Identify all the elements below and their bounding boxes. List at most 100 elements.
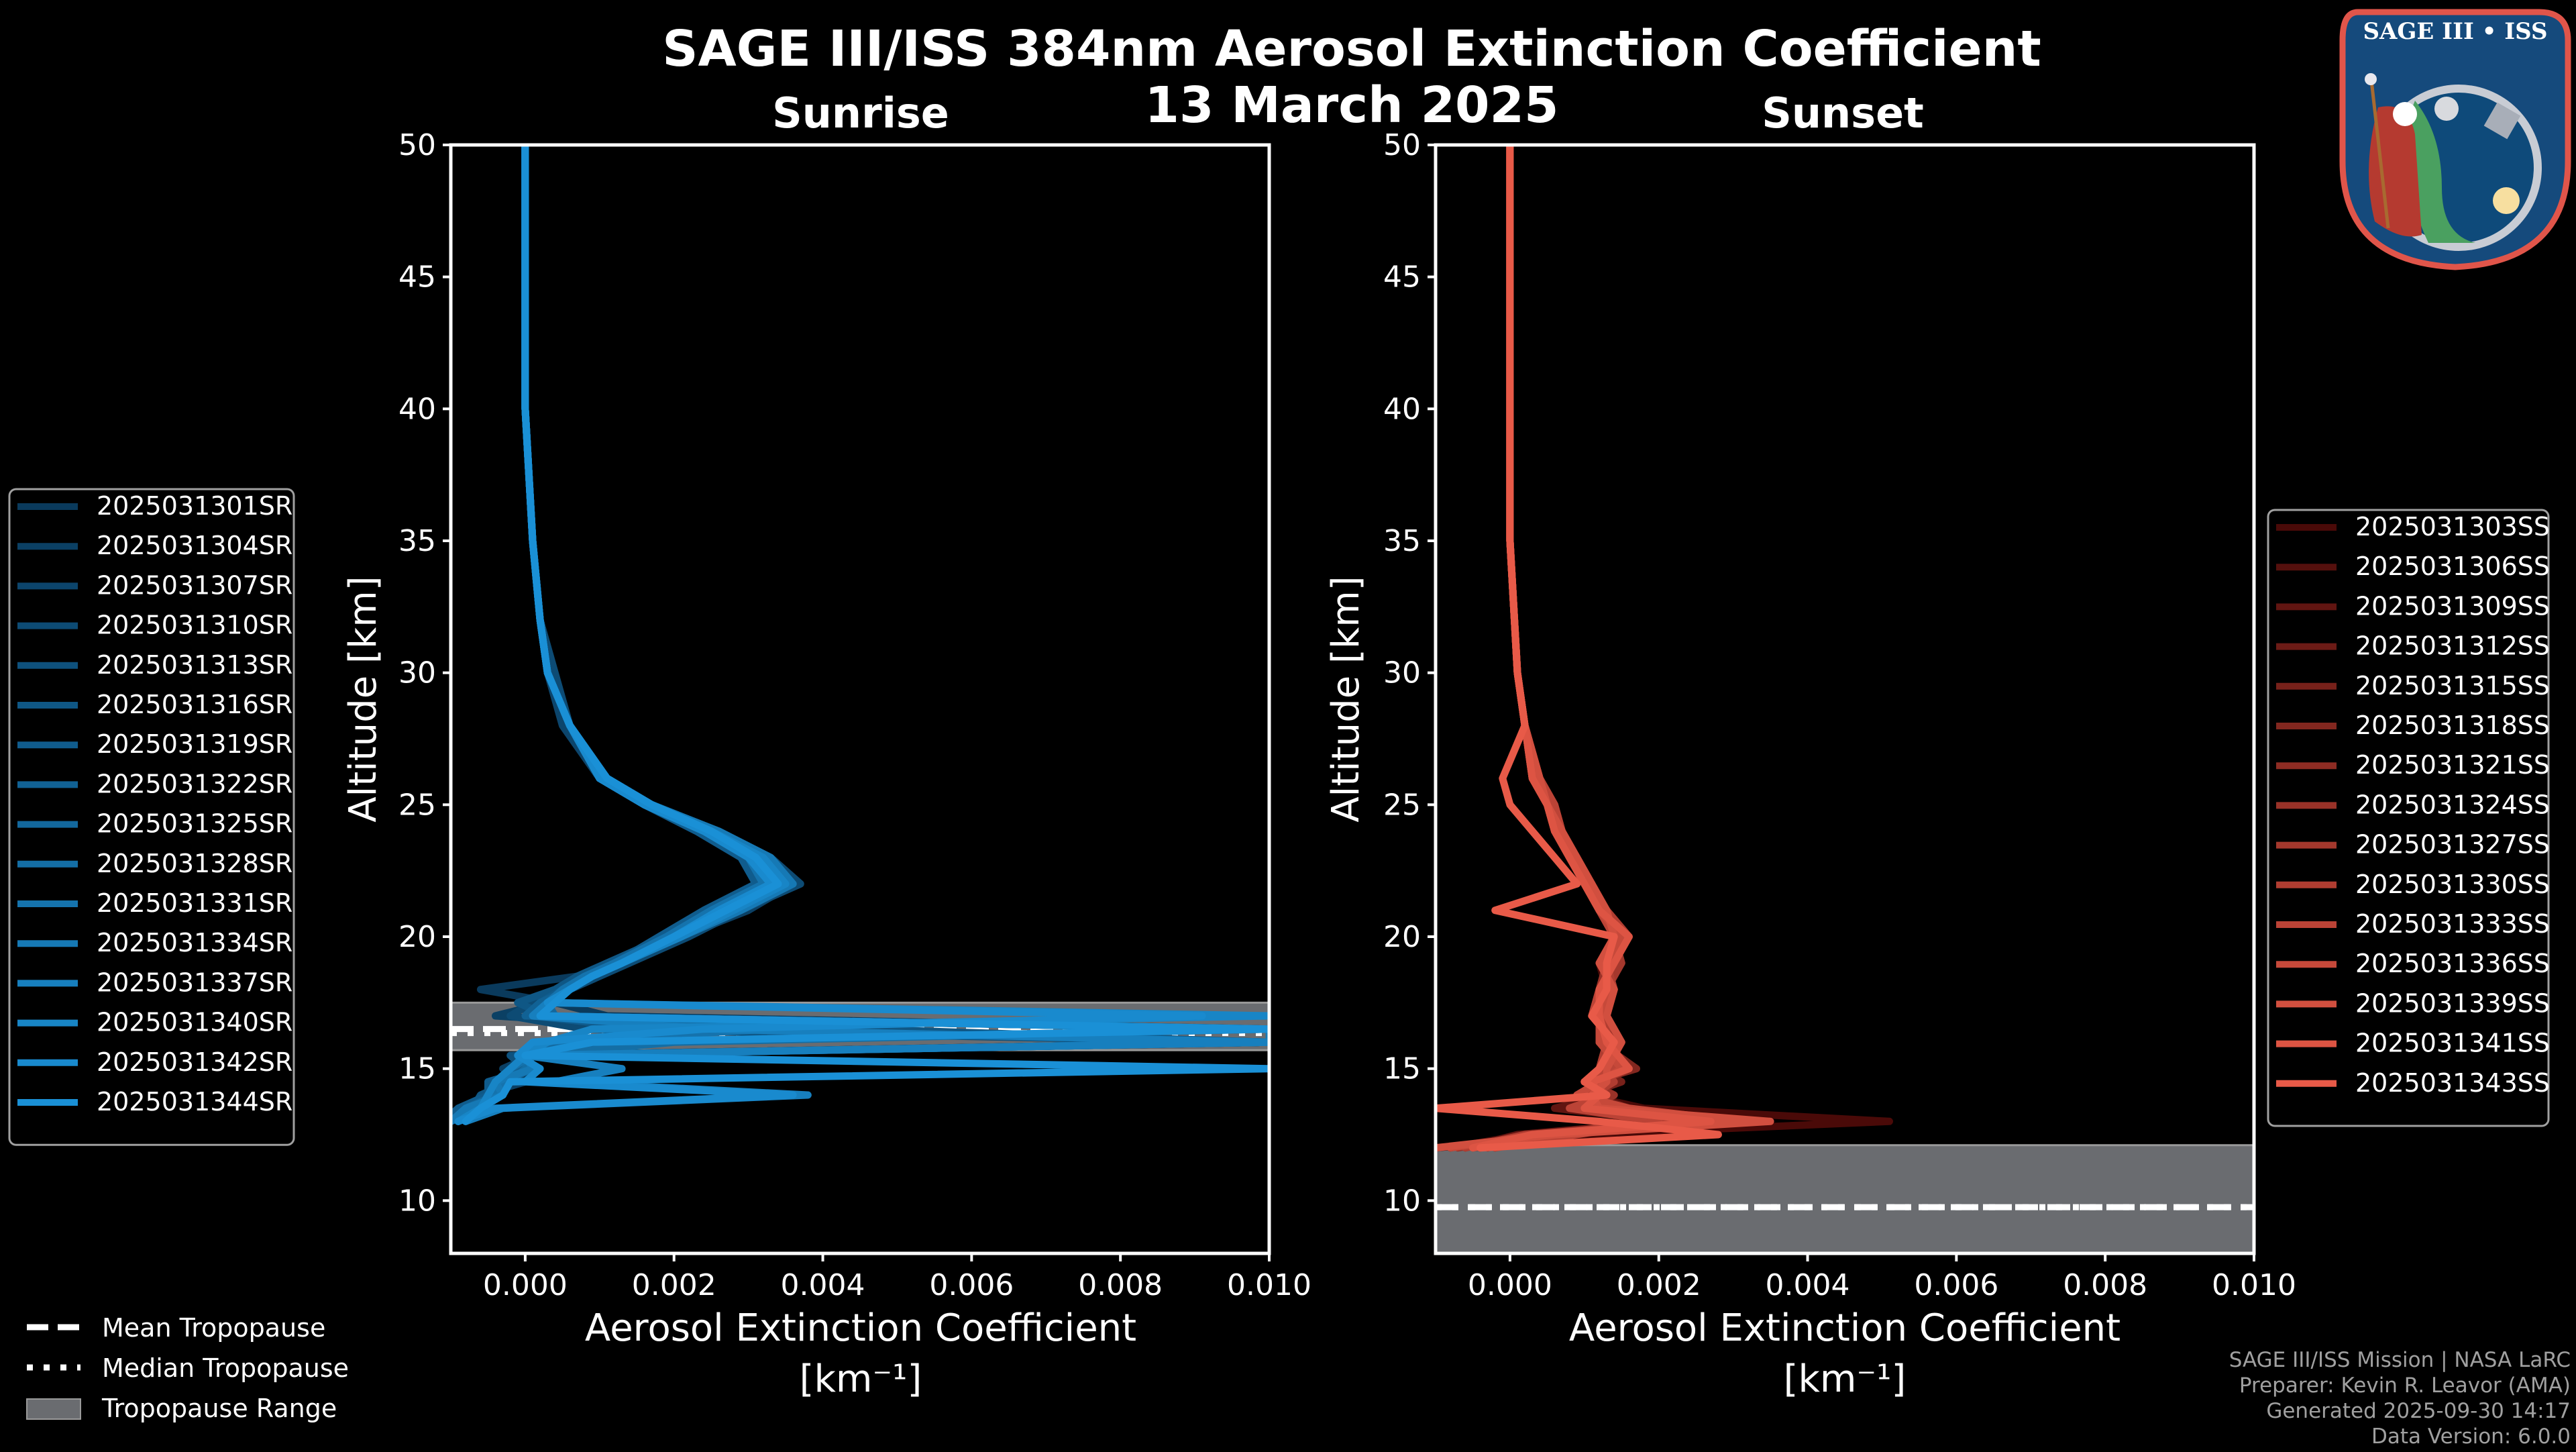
sunrise-ytick-label: 25 <box>398 788 436 822</box>
sunrise-legend-item: 2025031337SR <box>17 968 292 997</box>
sunrise-legend-label: 2025031319SR <box>97 729 292 759</box>
sunset-legend-item: 2025031303SS <box>2276 512 2550 541</box>
sunrise-panel: 10 15 20 25 30 35 40 45 50 0.000 0.002 0.004 0.006 0.… <box>398 128 1311 1302</box>
sunset-legend-label: 2025031318SS <box>2355 711 2550 740</box>
sunset-ytick-label: 50 <box>1383 128 1421 162</box>
sunset-ytick-label: 35 <box>1383 524 1421 558</box>
sunrise-legend-item: 2025031340SR <box>17 1008 292 1037</box>
sunset-xtick-label: 0.002 <box>1617 1268 1701 1302</box>
sunset-xtick-label: 0.008 <box>2063 1268 2147 1302</box>
footer-mission: SAGE III/ISS Mission | NASA LaRC <box>2229 1348 2571 1372</box>
sunset-ytick-label: 20 <box>1383 920 1421 954</box>
mean-tropopause-label: Mean Tropopause <box>102 1313 325 1343</box>
sunset-legend-label: 2025031315SS <box>2355 671 2550 701</box>
sunrise-legend-label: 2025031304SR <box>97 531 292 560</box>
sunrise-ytick-label: 30 <box>398 656 436 690</box>
sunrise-xtick-label: 0.000 <box>483 1268 568 1302</box>
sunset-legend-label: 2025031312SS <box>2355 631 2550 661</box>
sunset-legend-label: 2025031339SS <box>2355 988 2550 1018</box>
tropopause-range-label: Tropopause Range <box>101 1394 337 1423</box>
sunrise-legend-item: 2025031310SR <box>17 611 292 640</box>
sunrise-legend-label: 2025031313SR <box>97 650 292 680</box>
sunset-legend: 2025031303SS 2025031306SS 2025031309SS 2025… <box>2267 509 2550 1127</box>
sunrise-ytick-label: 20 <box>398 920 436 954</box>
sunset-ytick-label: 30 <box>1383 656 1421 690</box>
sunrise-xlabel: Aerosol Extinction Coefficient <box>585 1306 1136 1350</box>
sunset-ylabel: Altitude [km] <box>1324 576 1368 822</box>
wizard-staff-icon <box>2369 80 2390 229</box>
sunrise-plot-area <box>451 145 1269 1125</box>
sunrise-legend-label: 2025031325SR <box>97 809 292 839</box>
moon-icon <box>2434 97 2459 121</box>
sunset-ytick-label: 25 <box>1383 788 1421 822</box>
footer-preparer: Preparer: Kevin R. Leavor (AMA) <box>2239 1373 2571 1398</box>
sunset-xtick-label: 0.000 <box>1468 1268 1552 1302</box>
sunrise-legend-item: 2025031313SR <box>17 650 292 680</box>
wizard-head-icon <box>2393 102 2417 126</box>
sunrise-legend-item: 2025031342SR <box>17 1047 292 1077</box>
sunrise-xtick-label: 0.006 <box>929 1268 1014 1302</box>
sunrise-ytick-label: 50 <box>398 128 436 162</box>
sunrise-axes-frame <box>449 143 1271 1255</box>
sunset-legend-label: 2025031327SS <box>2355 830 2550 860</box>
sunset-legend-label: 2025031330SS <box>2355 870 2550 899</box>
footer-data-version: Data Version: 6.0.0 <box>2371 1424 2571 1449</box>
sunrise-legend-frame <box>8 488 295 1146</box>
sunset-legend-label: 2025031341SS <box>2355 1029 2550 1058</box>
earth-icon <box>2402 101 2475 243</box>
sunrise-legend-item: 2025031325SR <box>17 809 292 839</box>
sunset-xlabel: Aerosol Extinction Coefficient <box>1569 1306 2121 1350</box>
sunset-xtick-label: 0.004 <box>1766 1268 1850 1302</box>
sunrise-legend-label: 2025031322SR <box>97 769 292 798</box>
staff-orb-icon <box>2365 73 2377 85</box>
sunset-legend-item: 2025031341SS <box>2276 1029 2550 1058</box>
sunrise-legend-label: 2025031334SR <box>97 928 292 957</box>
wizard-icon <box>2369 106 2422 237</box>
sunrise-legend-item: 2025031334SR <box>17 928 292 957</box>
figure-date: 13 March 2025 <box>1144 76 1558 134</box>
sunset-plot-area <box>1436 145 2254 1253</box>
sunrise-legend-item: 2025031307SR <box>17 570 292 600</box>
sunrise-legend-item: 2025031301SR <box>17 491 292 521</box>
sunrise-legend-label: 2025031316SR <box>97 690 292 719</box>
sunset-legend-label: 2025031309SS <box>2355 591 2550 621</box>
sunset-legend-item: 2025031333SS <box>2276 909 2550 939</box>
sunset-legend-item: 2025031324SS <box>2276 790 2550 819</box>
footer-credits: SAGE III/ISS Mission | NASA LaRC Prepare… <box>2229 1348 2571 1449</box>
sunrise-ytick-label: 45 <box>398 260 436 295</box>
sunset-legend-item: 2025031315SS <box>2276 671 2550 701</box>
sunset-legend-item: 2025031306SS <box>2276 552 2550 581</box>
sunset-legend-label: 2025031324SS <box>2355 790 2550 819</box>
sunset-legend-item: 2025031343SS <box>2276 1068 2550 1098</box>
sunset-legend-item: 2025031330SS <box>2276 870 2550 899</box>
sunrise-legend-label: 2025031331SR <box>97 888 292 918</box>
sunrise-legend-label: 2025031328SR <box>97 849 292 878</box>
sunrise-title: Sunrise <box>772 89 949 138</box>
sunset-legend-frame <box>2267 509 2550 1127</box>
sunset-ytick-label: 40 <box>1383 392 1421 426</box>
sunrise-legend-label: 2025031340SR <box>97 1008 292 1037</box>
sunrise-ytick-label: 35 <box>398 524 436 558</box>
iss-icon <box>2483 102 2521 140</box>
sunset-panel: 10 15 20 25 30 35 40 45 50 0.000 0.002 0.004 0.006 0.… <box>1383 128 2296 1302</box>
sunset-legend-item: 2025031309SS <box>2276 591 2550 621</box>
sunrise-ytick-label: 40 <box>398 392 436 426</box>
sunset-ytick-label: 10 <box>1383 1184 1421 1218</box>
sunrise-xtick-label: 0.010 <box>1227 1268 1311 1302</box>
sunset-legend-item: 2025031318SS <box>2276 711 2550 740</box>
sunrise-legend-label: 2025031310SR <box>97 611 292 640</box>
sunrise-ytick-label: 15 <box>398 1052 436 1086</box>
sunrise-profile-2025031344SR <box>462 145 1269 1125</box>
sunrise-xlabel-units: [km⁻¹] <box>800 1357 922 1401</box>
sunrise-ytick-label: 10 <box>398 1184 436 1218</box>
sunset-xlabel-units: [km⁻¹] <box>1784 1357 1907 1401</box>
sunset-profile-2025031343SS <box>1436 145 1722 1152</box>
sunrise-legend-label: 2025031301SR <box>97 491 292 521</box>
mission-patch-logo: SAGE III • ISS <box>2339 9 2571 270</box>
median-tropopause-label: Median Tropopause <box>102 1353 349 1383</box>
sunrise-legend-item: 2025031319SR <box>17 729 292 759</box>
sunrise-xtick-label: 0.002 <box>632 1268 716 1302</box>
sunrise-xtick-label: 0.008 <box>1078 1268 1163 1302</box>
sunset-legend-label: 2025031333SS <box>2355 909 2550 939</box>
